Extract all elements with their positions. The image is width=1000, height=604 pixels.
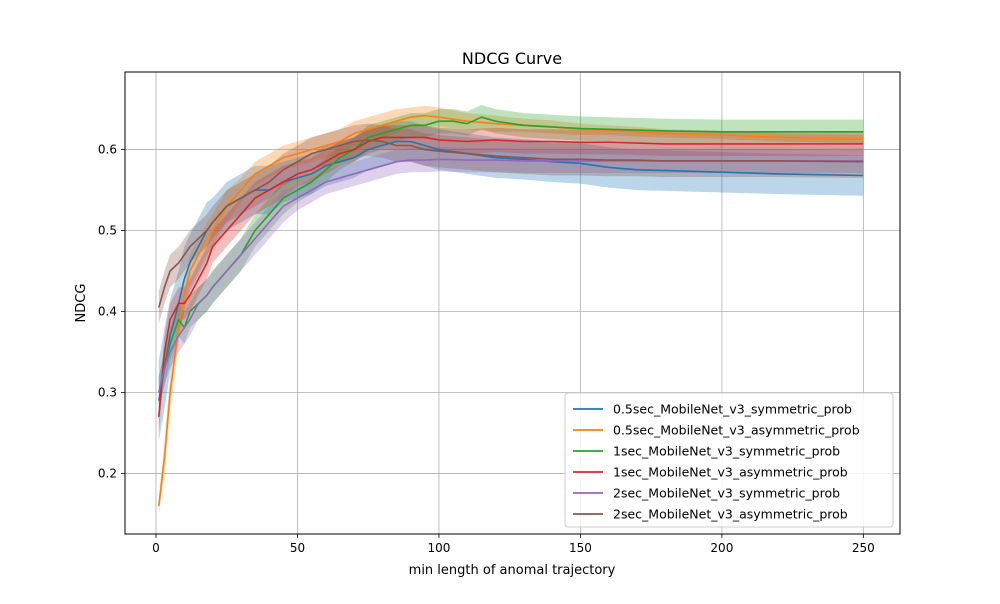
y-tick-label: 0.3	[98, 385, 117, 399]
series-band-6	[158, 123, 864, 324]
legend-label-3: 1sec_MobileNet_v3_symmetric_prob	[613, 444, 840, 459]
x-tick-label: 150	[569, 541, 592, 555]
legend-label-1: 0.5sec_MobileNet_v3_symmetric_prob	[613, 402, 852, 417]
series-lines	[158, 114, 864, 506]
legend: 0.5sec_MobileNet_v3_symmetric_prob 0.5sec…	[564, 392, 894, 528]
series-line-5	[158, 158, 864, 393]
y-tick-label: 0.5	[98, 224, 117, 238]
y-axis-ticks: 0.2 0.3 0.4 0.5 0.6	[98, 143, 125, 480]
legend-box	[564, 392, 894, 528]
y-tick-label: 0.2	[98, 466, 117, 480]
series-line-4	[158, 136, 864, 417]
series-line-6	[158, 139, 864, 308]
legend-label-2: 0.5sec_MobileNet_v3_asymmetric_prob	[613, 423, 860, 438]
x-tick-label: 250	[852, 541, 875, 555]
series-band-3	[158, 105, 864, 409]
legend-label-4: 1sec_MobileNet_v3_asymmetric_prob	[613, 465, 848, 480]
y-tick-label: 0.6	[98, 143, 117, 157]
y-axis-label: NDCG	[74, 284, 89, 323]
y-tick-label: 0.4	[98, 305, 117, 319]
series-line-1	[158, 140, 864, 401]
chart-title: NDCG Curve	[462, 49, 562, 68]
legend-label-5: 2sec_MobileNet_v3_symmetric_prob	[613, 486, 840, 501]
x-axis-ticks: 0 50 100 150 200 250	[152, 534, 875, 555]
x-tick-label: 200	[710, 541, 733, 555]
x-tick-label: 50	[290, 541, 305, 555]
legend-label-6: 2sec_MobileNet_v3_asymmetric_prob	[613, 507, 848, 522]
confidence-bands	[158, 105, 864, 514]
x-tick-label: 0	[152, 541, 160, 555]
x-tick-label: 100	[427, 541, 450, 555]
plot-frame	[124, 71, 901, 535]
x-axis-label: min length of anomal trajectory	[409, 563, 616, 578]
